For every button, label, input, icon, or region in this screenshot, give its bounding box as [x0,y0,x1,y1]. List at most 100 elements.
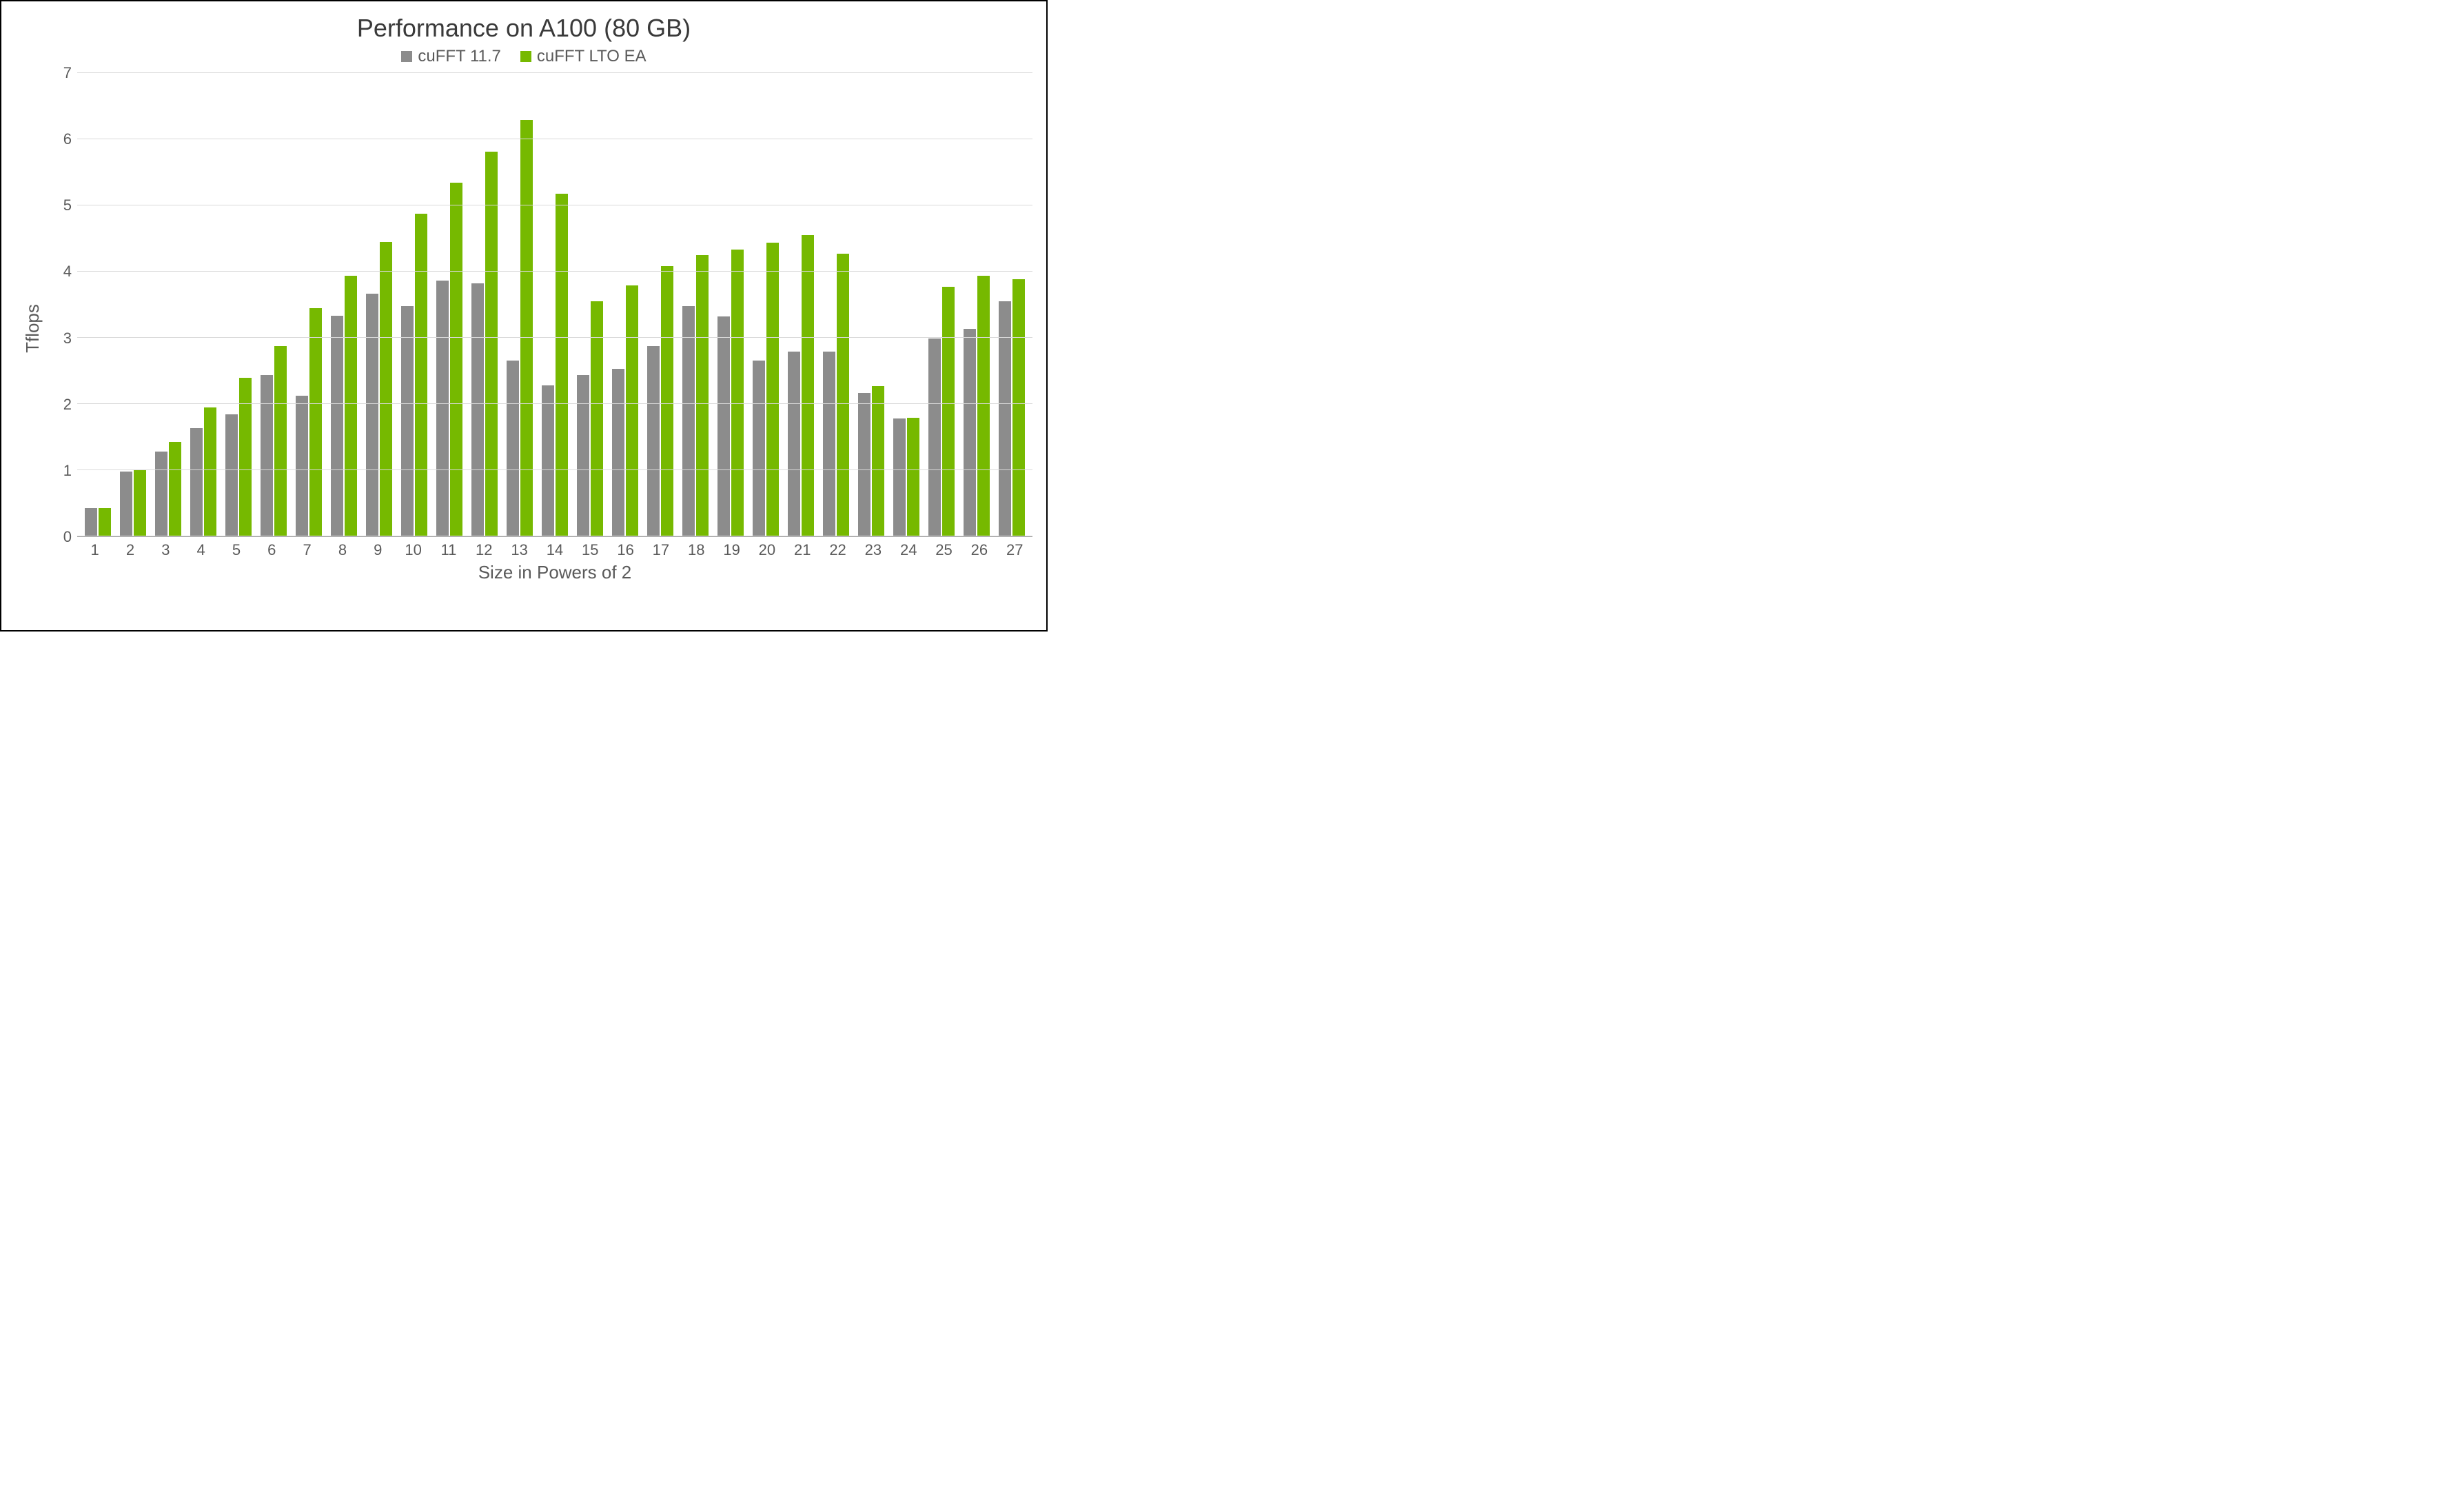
bar-group [678,73,713,536]
plot-wrap: 01234567 1234567891011121314151617181920… [50,73,1032,583]
x-tick: 17 [643,537,678,562]
bar-group [150,73,185,536]
bar-series-0 [85,508,97,536]
chart-title: Performance on A100 (80 GB) [15,14,1032,43]
bar-group [502,73,537,536]
bar-series-1 [450,183,462,536]
x-tick: 20 [749,537,784,562]
bar-group [80,73,115,536]
bar-series-1 [239,378,252,536]
bar-group [995,73,1030,536]
bar-series-0 [823,352,835,536]
y-axis-ticks: 01234567 [50,73,77,537]
bar-series-0 [507,361,519,536]
gridline [77,403,1032,404]
bar-group [784,73,819,536]
bar-series-1 [309,308,322,536]
bar-series-0 [471,283,484,536]
x-axis-ticks: 1234567891011121314151617181920212223242… [50,537,1032,562]
bar-series-1 [942,287,955,536]
bar-series-0 [682,306,695,536]
x-tick: 15 [573,537,608,562]
bar-series-0 [331,316,343,536]
bar-series-0 [964,329,976,536]
bar-series-0 [155,452,167,536]
bar-series-0 [788,352,800,536]
y-tick: 7 [63,64,72,82]
x-tick: 18 [679,537,714,562]
bar-series-1 [977,276,990,536]
x-tick: 5 [218,537,254,562]
plot-row: 01234567 [50,73,1032,537]
bar-group [326,73,361,536]
y-tick: 6 [63,130,72,148]
x-tick: 1 [77,537,112,562]
gridline [77,72,1032,73]
legend-item-series-0: cuFFT 11.7 [401,47,501,66]
plot-area [77,73,1032,537]
bar-series-1 [204,407,216,536]
x-tick: 12 [467,537,502,562]
bar-series-0 [120,472,132,536]
bars-container [77,73,1032,536]
bar-series-1 [802,235,814,536]
x-tick: 21 [785,537,820,562]
bar-series-1 [380,242,392,536]
y-tick: 2 [63,396,72,414]
x-tick: 16 [608,537,643,562]
bar-series-0 [858,393,870,536]
x-tick: 10 [396,537,431,562]
bar-series-1 [1012,279,1025,536]
bar-group [256,73,291,536]
bar-series-0 [717,316,730,536]
x-tick: 3 [148,537,183,562]
y-axis-label: Tflops [22,304,43,353]
legend: cuFFT 11.7 cuFFT LTO EA [15,47,1032,66]
bar-series-0 [753,361,765,536]
x-tick: 14 [537,537,572,562]
bar-series-0 [225,414,238,536]
x-tick: 6 [254,537,289,562]
x-tick: 2 [112,537,147,562]
bar-series-1 [415,214,427,536]
x-tick: 13 [502,537,537,562]
bar-group [115,73,150,536]
x-tick: 11 [431,537,466,562]
bar-group [749,73,784,536]
bar-series-1 [696,255,709,536]
gridline [77,337,1032,338]
x-tick: 24 [891,537,926,562]
x-tick: 23 [855,537,890,562]
bar-series-0 [190,428,203,536]
bar-series-1 [907,418,919,536]
bar-series-1 [169,442,181,536]
y-tick: 3 [63,330,72,347]
bar-series-1 [837,254,849,536]
bar-series-0 [436,281,449,536]
x-tick: 19 [714,537,749,562]
x-tick: 9 [360,537,396,562]
bar-series-0 [296,396,308,536]
y-tick: 0 [63,528,72,546]
bar-group [291,73,326,536]
y-axis-label-wrap: Tflops [15,73,50,583]
bar-group [607,73,642,536]
x-tick: 7 [289,537,325,562]
bar-series-1 [345,276,357,536]
legend-swatch-series-0 [401,51,412,62]
x-axis-label: Size in Powers of 2 [478,562,632,583]
bar-series-0 [261,375,273,536]
gridline [77,469,1032,470]
bar-series-1 [134,470,146,536]
legend-item-series-1: cuFFT LTO EA [520,47,646,66]
y-tick: 5 [63,196,72,214]
y-tick: 4 [63,263,72,281]
bar-series-1 [274,346,287,536]
bar-group [959,73,995,536]
bar-group [854,73,889,536]
x-tick: 26 [961,537,997,562]
bar-group [361,73,396,536]
bar-series-0 [893,418,906,536]
legend-label-series-0: cuFFT 11.7 [418,47,501,66]
bar-group [185,73,221,536]
